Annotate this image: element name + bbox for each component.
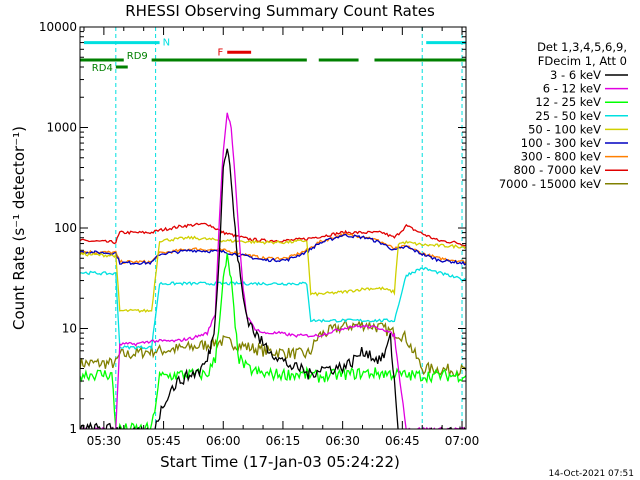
series-line-800-7000-kev [80, 222, 466, 247]
x-tick-label: 06:00 [206, 434, 241, 448]
series-line-7000-15000-kev [80, 319, 466, 377]
series-line-12-25-kev [80, 253, 466, 429]
legend-label-50-100-kev: 50 - 100 keV [528, 122, 601, 136]
x-tick-label: 07:00 [445, 434, 480, 448]
y-tick-label: 1000 [46, 121, 77, 135]
legend-label-100-300-kev: 100 - 300 keV [521, 136, 601, 150]
y-tick-label: 1 [69, 422, 77, 436]
legend-label-3-6-kev: 3 - 6 keV [550, 68, 601, 82]
y-tick-label: 100 [54, 221, 77, 235]
x-axis-label: Start Time (17-Jan-03 05:24:22) [160, 453, 400, 471]
series-line-50-100-kev [80, 235, 466, 313]
x-tick-label: 06:30 [325, 434, 360, 448]
flag-label-rd9: RD9 [127, 51, 148, 62]
legend-label-6-12-kev: 6 - 12 keV [543, 82, 601, 96]
legend-label-12-25-kev: 12 - 25 keV [535, 95, 601, 109]
series-line-6-12-kev [80, 112, 466, 429]
series-line-25-50-kev [80, 266, 466, 351]
series-line-3-6-kev [80, 148, 466, 429]
series-line-100-300-kev [80, 233, 466, 266]
legend: Det 1,3,4,5,6,9, FDecim 1, Att 0 3 - 6 k… [499, 40, 628, 191]
plot-frame [79, 26, 467, 430]
flag-label-rd4: RD4 [92, 63, 113, 74]
x-tick-label: 05:45 [146, 434, 181, 448]
legend-label-25-50-kev: 25 - 50 keV [535, 109, 601, 123]
x-tick-label: 06:45 [385, 434, 420, 448]
y-tick-label: 10000 [39, 20, 77, 34]
axis-layer: 05:30 05:45 06:00 06:15 06:30 06:45 07:00 1 10 10… [39, 20, 480, 448]
chart-title: RHESSI Observing Summary Count Rates [125, 2, 435, 20]
flag-layer: N F RD9 RD4 [80, 38, 466, 74]
legend-label-800-7000-kev: 800 - 7000 keV [513, 163, 601, 177]
legend-header-line-1: Det 1,3,4,5,6,9, [537, 40, 627, 54]
flag-label-f: F [217, 47, 223, 58]
legend-label-7000-15000-kev: 7000 - 15000 keV [499, 177, 601, 191]
flag-label-n: N [163, 38, 170, 49]
timestamp: 14-Oct-2021 07:51 [549, 469, 634, 479]
legend-header-line-2: FDecim 1, Att 0 [538, 54, 627, 68]
y-tick-label: 10 [62, 322, 77, 336]
y-axis-label: Count Rate (s⁻¹ detector⁻¹) [10, 126, 28, 330]
x-tick-label: 06:15 [266, 434, 301, 448]
x-tick-label: 05:30 [87, 434, 122, 448]
legend-label-300-800-kev: 300 - 800 keV [521, 150, 601, 164]
series-layer [80, 27, 466, 429]
